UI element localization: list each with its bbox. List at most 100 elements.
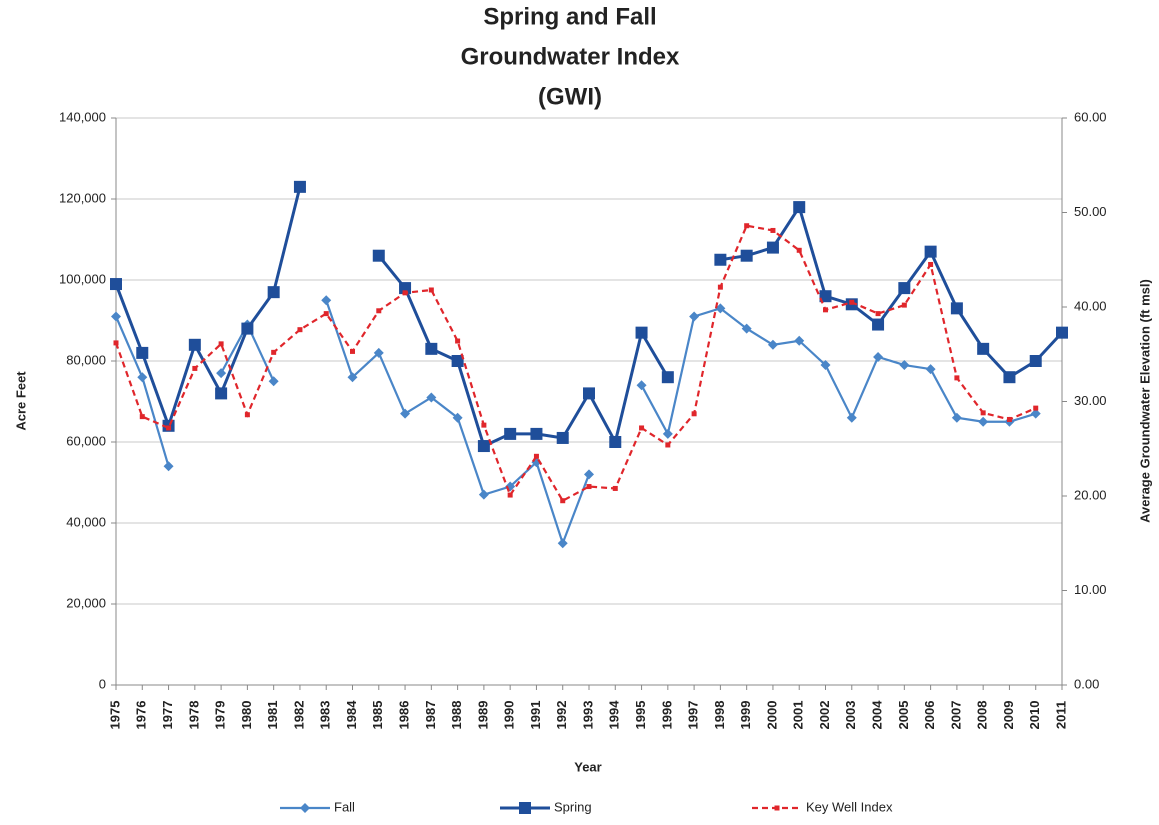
point (823, 307, 828, 313)
chart-title: Spring and Fall (483, 3, 656, 30)
point (872, 318, 885, 331)
point (901, 302, 907, 308)
point (215, 387, 228, 400)
point (665, 442, 671, 448)
point (980, 410, 986, 416)
legend-label: Fall (334, 799, 355, 814)
x-tick-label: 1976 (134, 701, 149, 730)
x-tick-label: 1982 (291, 701, 306, 730)
point (740, 249, 753, 262)
y2-tick-label: 0.00 (1074, 676, 1099, 691)
point (873, 351, 884, 362)
point (770, 227, 776, 233)
x-tick-label: 2000 (764, 701, 779, 730)
point (323, 311, 329, 317)
x-tick-label: 1998 (712, 701, 727, 730)
y-axis-title: Acre Feet (13, 371, 28, 431)
legend-marker (774, 805, 780, 811)
point (267, 286, 280, 299)
point (455, 338, 461, 344)
point (111, 311, 121, 322)
point (192, 365, 198, 371)
point (766, 241, 779, 254)
point (188, 338, 201, 351)
point (372, 249, 385, 262)
point (373, 347, 384, 358)
point (556, 431, 569, 444)
x-tick-label: 1990 (502, 701, 517, 730)
x-tick-label: 1992 (554, 701, 569, 730)
point (977, 342, 990, 355)
x-tick-label: 2004 (869, 700, 884, 730)
point (951, 412, 962, 423)
point (819, 290, 832, 303)
x-tick-label: 1985 (370, 701, 385, 730)
point (560, 498, 566, 504)
legend-label: Spring (554, 799, 592, 814)
point (928, 261, 934, 267)
point (400, 408, 411, 419)
point (481, 422, 487, 428)
point (583, 387, 595, 400)
x-tick-label: 2001 (791, 701, 806, 730)
x-tick-label: 1987 (423, 701, 438, 730)
point (1006, 416, 1012, 422)
point (714, 253, 727, 266)
x-tick-label: 2005 (896, 701, 911, 730)
point (691, 411, 697, 417)
point (661, 371, 674, 384)
point (796, 247, 802, 253)
point (163, 461, 174, 472)
point (557, 538, 568, 549)
point (426, 392, 437, 403)
series-line (114, 224, 1037, 503)
y2-tick-label: 40.00 (1074, 298, 1107, 313)
point (584, 469, 594, 480)
y-tick-label: 20,000 (66, 595, 106, 610)
point (297, 327, 303, 333)
point (609, 436, 622, 448)
point (241, 322, 254, 335)
point (452, 412, 463, 423)
point (477, 440, 490, 453)
point (715, 303, 726, 314)
point (110, 278, 122, 291)
point (846, 412, 857, 423)
x-tick-label: 1994 (607, 700, 622, 730)
point (639, 425, 645, 431)
point (924, 245, 937, 258)
point (376, 308, 382, 314)
series-line (640, 307, 1037, 438)
point (1030, 408, 1041, 419)
x-tick-label: 1993 (580, 701, 595, 730)
point (321, 295, 332, 306)
point (113, 340, 119, 346)
chart-title: Groundwater Index (461, 43, 680, 70)
point (898, 282, 911, 295)
series-line (114, 186, 302, 431)
point (794, 335, 805, 346)
point (1056, 326, 1068, 339)
point (1033, 405, 1039, 411)
point (533, 453, 539, 459)
y2-axis-title: Average Groundwater Elevation (ft msl) (1137, 279, 1152, 523)
point (586, 484, 592, 490)
point (612, 485, 618, 491)
x-tick-label: 2003 (843, 701, 858, 730)
y-tick-label: 140,000 (59, 109, 106, 124)
point (271, 349, 277, 355)
point (139, 414, 145, 420)
point (451, 355, 464, 367)
point (925, 364, 936, 375)
x-tick-label: 1977 (160, 701, 175, 730)
x-tick-label: 1996 (659, 701, 674, 730)
point (399, 282, 412, 295)
x-tick-label: 1978 (186, 701, 201, 730)
x-tick-label: 1975 (107, 701, 122, 730)
point (216, 368, 227, 379)
x-tick-label: 1991 (528, 701, 543, 730)
x-tick-label: 2002 (817, 701, 832, 730)
point (741, 323, 752, 334)
y2-tick-label: 50.00 (1074, 204, 1107, 219)
